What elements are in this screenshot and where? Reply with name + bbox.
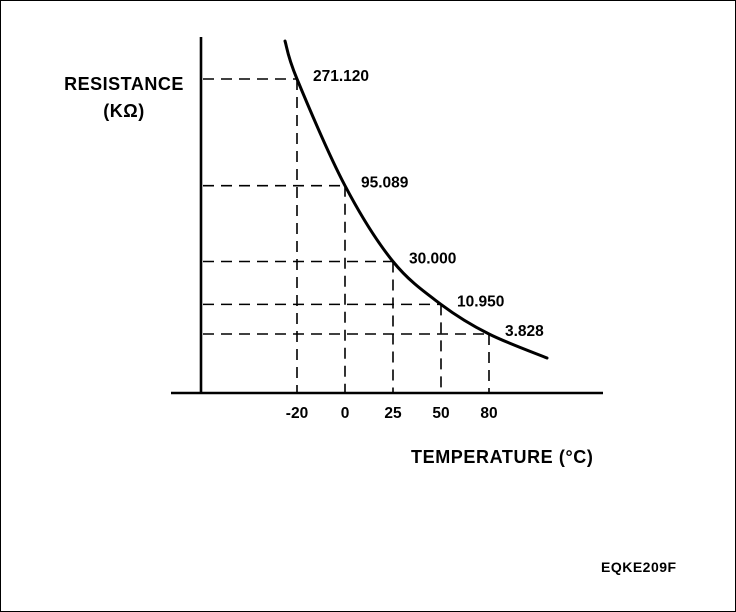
x-tick-label: 25 — [384, 405, 402, 422]
point-label: 10.950 — [457, 293, 504, 310]
x-tick-label: -20 — [286, 405, 308, 422]
point-label: 3.828 — [505, 323, 544, 340]
point-label: 30.000 — [409, 250, 456, 267]
x-tick-label: 0 — [341, 405, 350, 422]
y-axis-label: RESISTANCE (KΩ) — [53, 71, 195, 125]
resistance-curve — [283, 39, 549, 360]
x-axis-label: TEMPERATURE (°C) — [411, 447, 594, 467]
x-tick-label: 50 — [432, 405, 449, 422]
y-axis-label-line1: RESISTANCE — [64, 74, 184, 94]
point-label: 271.120 — [313, 68, 369, 85]
y-axis-label-line2: (KΩ) — [103, 101, 145, 121]
point-label: 95.089 — [361, 175, 409, 192]
x-tick-label: 80 — [480, 405, 497, 422]
figure-code: EQKE209F — [601, 559, 677, 575]
